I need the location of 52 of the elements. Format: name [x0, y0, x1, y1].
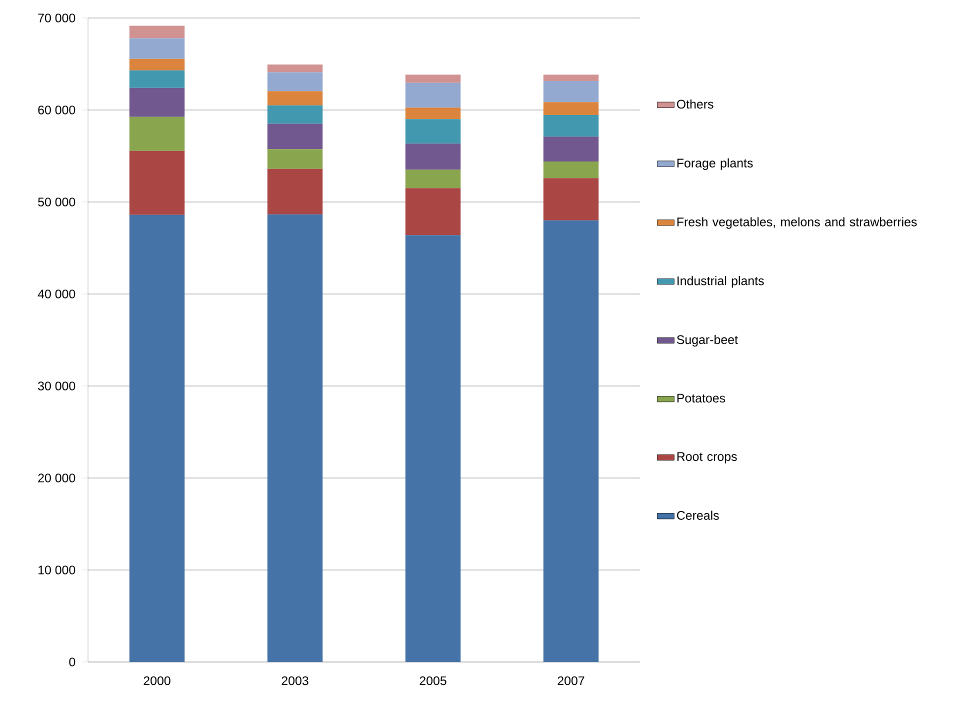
legend-label: Cereals — [677, 510, 719, 520]
bar — [267, 168, 323, 214]
bar — [405, 235, 461, 662]
x-tick-label: 2005 — [420, 676, 446, 686]
y-tick-label: 30 000 — [38, 382, 76, 390]
bar — [267, 214, 323, 662]
bar — [267, 72, 323, 92]
y-tick-label: 20 000 — [38, 474, 76, 482]
bar — [405, 188, 461, 236]
y-tick-label: 40 000 — [38, 290, 76, 298]
y-tick-label: 10 000 — [38, 566, 76, 574]
x-tick-label: 2007 — [558, 676, 584, 686]
bar — [129, 38, 185, 59]
x-tick-label: 2000 — [144, 676, 170, 686]
bar — [267, 124, 323, 150]
bar — [129, 150, 185, 215]
bar — [267, 64, 323, 72]
bar — [405, 74, 461, 83]
bar — [543, 102, 599, 116]
legend-label: Root crops — [677, 452, 737, 464]
legend-label: Industrial plants — [678, 276, 764, 288]
bar — [267, 105, 323, 124]
bar — [405, 119, 461, 144]
y-tick-label: 70 000 — [38, 14, 76, 22]
bar — [543, 178, 599, 220]
bar — [129, 214, 185, 662]
y-tick-label: 50 000 — [38, 198, 76, 206]
legend-label: Potatoes — [677, 394, 726, 403]
bar — [129, 58, 185, 70]
bar — [405, 144, 461, 170]
legend-label: Forage plants — [677, 158, 753, 170]
bar — [543, 136, 599, 162]
bar — [129, 70, 185, 88]
bar — [129, 88, 185, 117]
y-tick-label: 0 — [69, 658, 76, 666]
legend-label: Fresh vegetables, melons and strawberries — [677, 217, 917, 229]
bar — [543, 220, 599, 662]
legend-label: Sugar-beet — [676, 334, 738, 347]
y-tick-label: 60 000 — [38, 106, 76, 114]
bar — [543, 115, 599, 137]
bar — [129, 116, 185, 151]
bar — [543, 74, 599, 82]
bar — [543, 81, 599, 102]
bar — [405, 82, 461, 108]
bar — [543, 162, 599, 178]
bar — [405, 108, 461, 120]
bar — [267, 149, 323, 169]
bar — [405, 170, 461, 188]
bar — [267, 91, 323, 106]
bar — [129, 26, 185, 38]
legend-label: Others — [676, 99, 714, 109]
x-tick-label: 2003 — [282, 676, 308, 686]
